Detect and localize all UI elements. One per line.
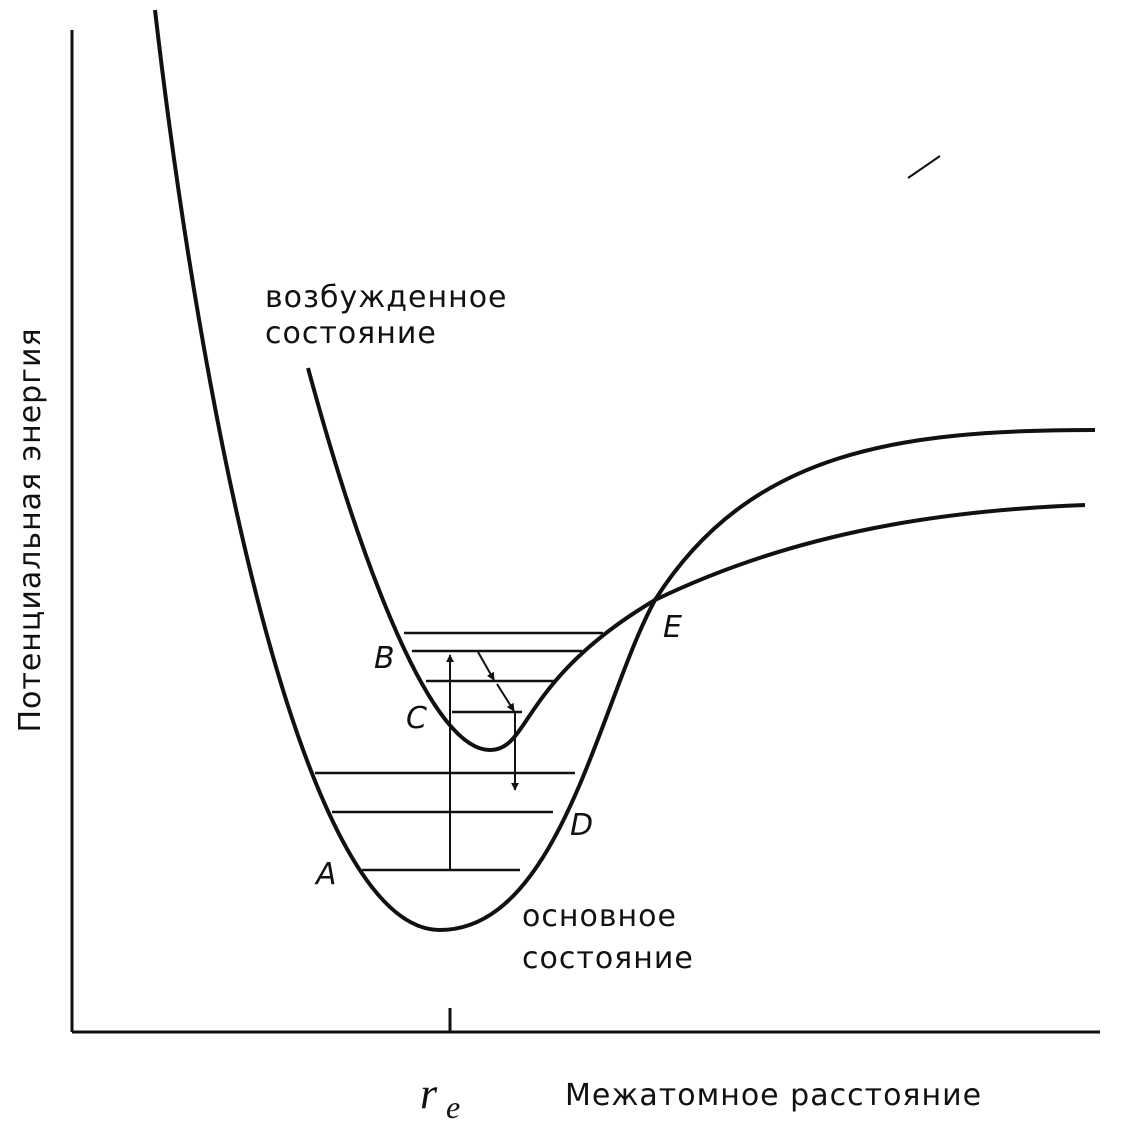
ground-levels	[315, 771, 575, 872]
point-label: C	[406, 701, 427, 736]
point-label: E	[663, 610, 682, 645]
excited-label: возбужденное	[265, 280, 508, 315]
point-label: A	[314, 857, 337, 892]
x-axis-label: Межатомное расстояние	[565, 1078, 982, 1113]
re-label: r	[420, 1069, 438, 1118]
re-subscript: e	[446, 1089, 460, 1125]
ground-label: состояние	[522, 941, 694, 976]
point-label: B	[374, 641, 395, 676]
ground-curve	[153, 9, 1096, 933]
excited-curve	[306, 367, 1086, 753]
ground-label: основное	[522, 899, 677, 934]
excited-label: состояние	[265, 316, 437, 351]
point-label: D	[570, 808, 593, 843]
excited-levels	[404, 631, 603, 714]
relax-arrow	[477, 651, 495, 681]
relax-arrow	[496, 683, 515, 712]
stray-mark	[907, 155, 941, 179]
y-axis-label: Потенциальная энергия	[13, 327, 48, 732]
